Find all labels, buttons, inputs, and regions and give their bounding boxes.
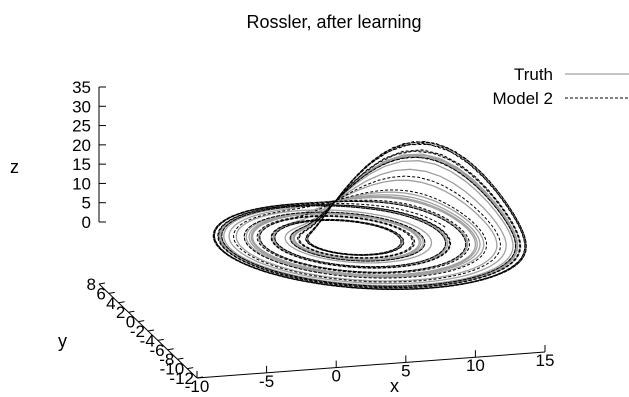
y-tick-mark <box>187 367 194 370</box>
series-model-2-line <box>212 140 527 290</box>
z-tick-label: 30 <box>72 97 91 116</box>
y-tick-mark <box>128 310 135 313</box>
x-tick-label: 5 <box>401 361 410 380</box>
y-tick-label: -6 <box>149 341 164 360</box>
y-tick-label: 2 <box>116 303 125 322</box>
y-tick-label: 6 <box>96 284 105 303</box>
legend-label-model-2: Model 2 <box>493 89 553 108</box>
y-tick-label: 8 <box>87 275 96 294</box>
z-tick-label: 10 <box>72 174 91 193</box>
x-tick-label: 15 <box>536 351 555 370</box>
z-tick-label: 35 <box>72 78 91 97</box>
y-tick-label: -2 <box>130 322 145 341</box>
y-tick-mark <box>157 338 164 341</box>
y-tick-mark <box>108 291 115 294</box>
z-tick-label: 0 <box>82 213 91 232</box>
x-tick-label: 0 <box>331 367 340 386</box>
y-tick-label: 4 <box>106 294 115 313</box>
y-tick-label: 0 <box>126 313 135 332</box>
y-tick-mark <box>98 282 106 285</box>
y-axis: 8 6 4 2 0-2-4-6-8-10-12 y <box>58 275 204 388</box>
legend: Truth Model 2 <box>493 65 629 108</box>
x-axis: -10 -5 0 5 10 15 x <box>185 345 555 396</box>
chart-title: Rossler, after learning <box>246 12 421 32</box>
x-tick-label: 10 <box>466 356 485 375</box>
y-tick-mark <box>177 357 184 360</box>
z-axis-title: z <box>10 157 19 177</box>
y-tick-label: -12 <box>169 369 194 388</box>
y-axis-title: y <box>58 331 67 351</box>
y-tick-mark <box>138 320 145 323</box>
x-tick-label: -5 <box>259 372 274 391</box>
z-tick-label: 15 <box>72 155 91 174</box>
x-tick-label: -10 <box>185 377 210 396</box>
y-tick-mark <box>118 301 125 304</box>
z-tick-label: 20 <box>72 136 91 155</box>
x-axis-title: x <box>390 376 399 396</box>
y-tick-label: -10 <box>160 360 185 379</box>
y-tick-mark <box>147 329 155 332</box>
y-tick-mark <box>167 348 174 351</box>
series-layer <box>212 140 527 291</box>
z-tick-label: 25 <box>72 117 91 136</box>
y-tick-label: -8 <box>159 350 174 369</box>
z-tick-label: 5 <box>82 194 91 213</box>
legend-label-truth: Truth <box>514 65 553 84</box>
y-tick-label: -4 <box>140 331 155 350</box>
x-axis-line <box>196 351 546 379</box>
